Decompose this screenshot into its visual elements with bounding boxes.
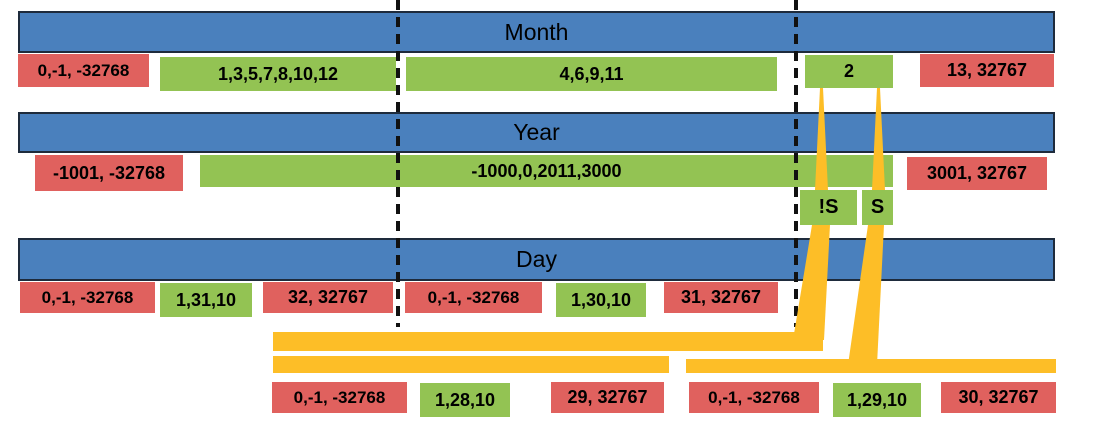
day-partition-invalid-low-30: 0,-1, -32768 (405, 282, 542, 313)
day-partition-invalid-high-30: 31, 32767 (664, 282, 778, 313)
feb-leap-partition-invalid-high: 30, 32767 (941, 382, 1056, 413)
day-bar: Day (18, 238, 1055, 281)
feb-leap-partition-invalid-low: 0,-1, -32768 (689, 382, 819, 413)
day-partition-valid-31: 1,31,10 (160, 283, 252, 317)
connector-band-nonleap-upper (273, 332, 823, 351)
year-bar-title: Year (513, 119, 560, 145)
connector-band-nonleap-lower (273, 356, 669, 373)
connector-band-leap (686, 359, 1056, 373)
month-partition-valid-30days: 4,6,9,11 (406, 57, 777, 91)
month-bar-title: Month (504, 18, 569, 45)
year-partition-invalid-high: 3001, 32767 (907, 157, 1047, 190)
month-partition-valid-31days: 1,3,5,7,8,10,12 (160, 57, 396, 91)
month-partition-invalid-high: 13, 32767 (920, 54, 1054, 87)
boundary-dashed-line-right (794, 0, 798, 327)
month-bar: Month (18, 11, 1055, 53)
boundary-dashed-line-left (396, 0, 400, 327)
month-partition-invalid-low: 0,-1, -32768 (18, 54, 149, 87)
leap-flag-not-leap: !S (800, 190, 857, 225)
year-partition-invalid-low: -1001, -32768 (35, 155, 183, 191)
day-partition-invalid-low-31: 0,-1, -32768 (20, 282, 155, 313)
feb-leap-partition-valid: 1,29,10 (833, 383, 921, 417)
year-partition-valid: -1000,0,2011,3000 (200, 155, 893, 187)
day-partition-invalid-high-31: 32, 32767 (263, 282, 393, 313)
feb-nonleap-partition-valid: 1,28,10 (420, 383, 510, 417)
leap-flag-leap: S (862, 190, 893, 225)
day-partition-valid-30: 1,30,10 (556, 283, 646, 317)
month-partition-valid-february: 2 (805, 55, 893, 88)
day-bar-title: Day (516, 246, 557, 272)
feb-nonleap-partition-invalid-low: 0,-1, -32768 (272, 382, 407, 413)
year-bar: Year (18, 112, 1055, 153)
feb-nonleap-partition-invalid-high: 29, 32767 (551, 382, 664, 413)
